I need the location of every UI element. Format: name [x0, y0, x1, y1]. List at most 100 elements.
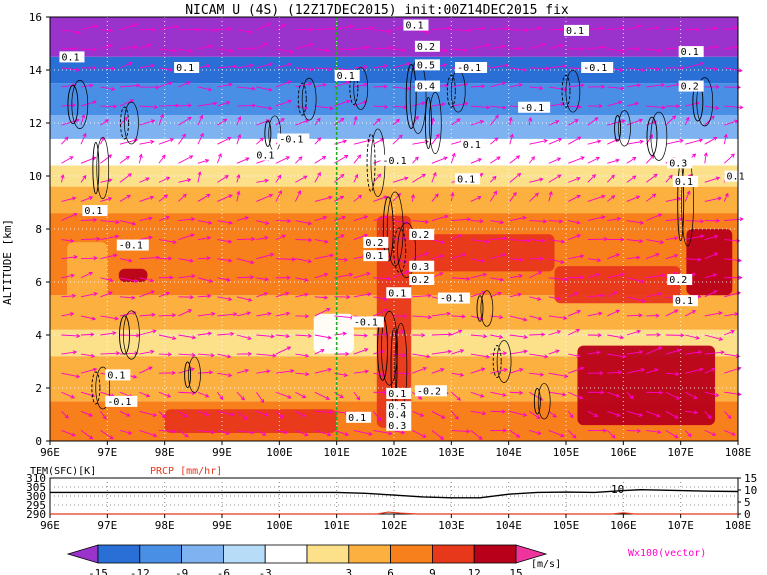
wind-vector-head [720, 350, 725, 355]
wind-vector [295, 353, 309, 357]
wind-vector-head [522, 215, 527, 221]
wind-vector-head [287, 99, 292, 104]
wind-vector-head [75, 67, 81, 72]
wind-vector [470, 430, 483, 440]
contour-label: 0.1 [337, 71, 355, 82]
wind-vector-head [236, 173, 241, 179]
contour-label: -0.1 [279, 135, 303, 146]
wind-vector-head [281, 24, 286, 28]
wind-vector-head [613, 291, 618, 296]
wind-vector [431, 410, 445, 419]
wind-vector [470, 410, 486, 415]
wind-vector [529, 178, 543, 183]
wind-vector [178, 104, 192, 107]
wind-vector [665, 372, 679, 375]
wind-vector-head [207, 331, 213, 336]
wind-vector-head [91, 316, 97, 321]
wind-vector-head [247, 335, 252, 341]
wind-vector [158, 216, 170, 221]
contour-label-box [277, 133, 310, 145]
wind-vector-head [421, 101, 426, 106]
wind-vector-head [560, 27, 565, 32]
wind-vector [216, 153, 222, 164]
wind-vector [197, 353, 214, 356]
wind-vector [178, 391, 196, 394]
contour-line [91, 371, 101, 405]
wind-vector-head [638, 118, 643, 123]
wind-vector [431, 350, 452, 355]
wind-vector [275, 258, 296, 260]
wind-vector [217, 258, 232, 262]
wind-vector-head [398, 134, 403, 139]
wind-vector [256, 410, 269, 416]
wind-vector [470, 315, 484, 320]
wind-vector [139, 330, 156, 336]
wind-vector-head [389, 45, 395, 51]
wind-vector-head [479, 119, 485, 124]
wind-vector [139, 105, 158, 108]
contour-label-box [386, 287, 412, 299]
wind-vector-head [127, 430, 133, 435]
wind-vector [139, 196, 154, 202]
wind-vector [61, 29, 81, 34]
wind-vector-head [660, 82, 666, 88]
wind-vector-head [150, 139, 155, 144]
wind-vector-head [72, 350, 78, 355]
wind-vector [568, 156, 585, 164]
wind-vector [100, 254, 117, 260]
wind-vector [529, 67, 549, 70]
wind-vector [431, 118, 434, 126]
wind-vector-head [404, 176, 409, 181]
x-tick-label: 99E [212, 446, 232, 459]
wind-vector-head [537, 296, 542, 301]
wind-vector-head [265, 220, 270, 225]
wind-vector-head [297, 190, 302, 195]
wind-vector-head [480, 26, 486, 31]
wind-vector [587, 46, 606, 50]
wind-vector-head [71, 103, 77, 108]
wind-vector-head [208, 370, 214, 375]
wind-vector-head [304, 314, 310, 319]
wind-vector [61, 213, 78, 221]
wind-vector [704, 105, 719, 109]
wind-vector [275, 63, 292, 69]
wind-vector-head [675, 371, 680, 377]
wind-vector-head [441, 102, 446, 107]
wind-vector [100, 105, 117, 108]
lower-x-tick-label: 102E [381, 519, 408, 532]
wind-vector [665, 139, 684, 145]
wind-vector [392, 48, 406, 51]
colorbar-tick-label: 12 [468, 567, 481, 575]
wind-vector [392, 134, 403, 145]
wind-vector-head [114, 316, 119, 321]
wind-vector [490, 253, 506, 260]
contour-label-box [174, 62, 200, 73]
wind-vector-head [596, 350, 601, 355]
contour-label-box [678, 80, 704, 92]
wind-vector-head [575, 329, 581, 333]
wind-vector-head [580, 366, 585, 371]
wind-vector [353, 154, 361, 164]
wind-vector-head [72, 46, 78, 51]
wind-vector [217, 239, 232, 243]
wind-vector [490, 368, 508, 374]
wind-vector-head [245, 157, 250, 162]
wind-vector [275, 429, 288, 434]
wind-vector-head [635, 195, 641, 200]
wind-vector-head [93, 24, 99, 29]
wind-vector-head [697, 257, 702, 262]
colorbar-segment [222, 544, 266, 564]
wind-vector [80, 333, 94, 336]
wind-vector [217, 137, 231, 145]
wind-vector-head [128, 258, 133, 263]
contour-line [650, 111, 668, 161]
contour-label: 0.2 [365, 238, 383, 249]
wind-vector [529, 315, 542, 320]
wind-vector [100, 315, 119, 320]
wind-vector-head [526, 238, 531, 243]
wind-vector-head [564, 277, 569, 282]
wind-vector [587, 312, 602, 317]
wind-vector-head [204, 393, 210, 398]
wind-vector [295, 334, 312, 337]
wind-vector-head [539, 177, 544, 182]
